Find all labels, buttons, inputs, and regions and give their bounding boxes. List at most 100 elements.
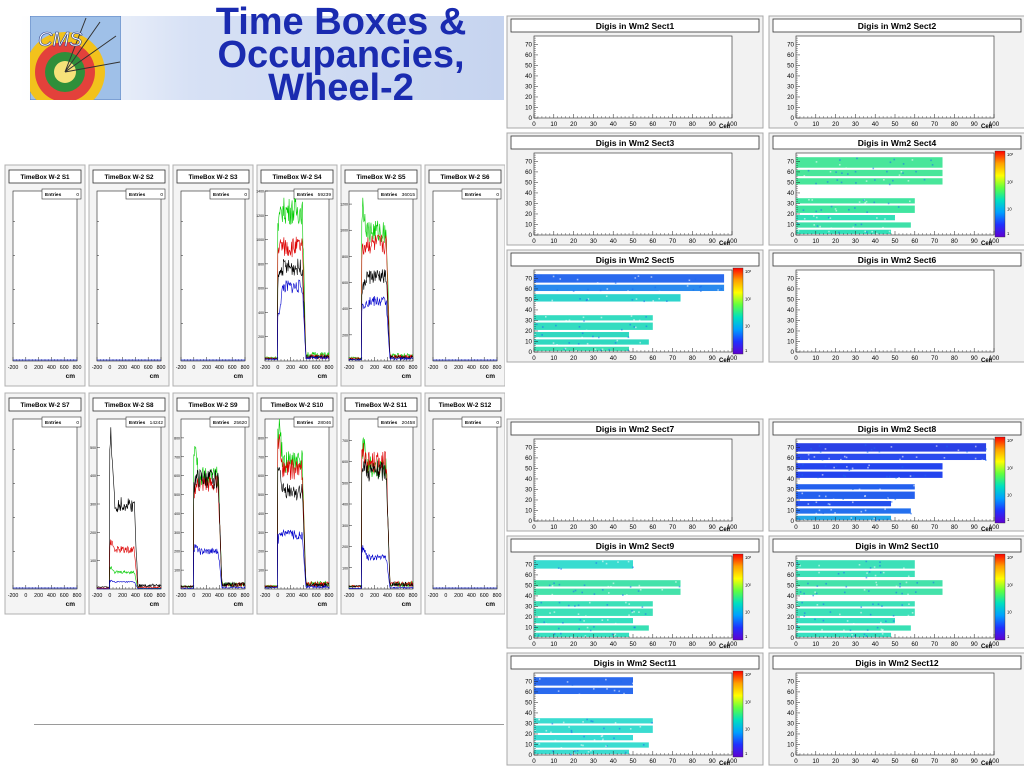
cell-speck <box>895 585 898 588</box>
panel-title: Digis in Wm2 Sect6 <box>858 255 937 265</box>
cell-speck <box>835 209 838 212</box>
palette-label: 10³ <box>1007 438 1014 443</box>
plot-area <box>533 152 733 236</box>
occupancy-band <box>534 274 725 283</box>
cell-speck <box>821 458 824 461</box>
cell-speck <box>628 603 631 605</box>
y-tick-label: 700 <box>258 455 264 459</box>
y-tick-label: 20 <box>525 328 532 335</box>
y-tick-label: 60 <box>787 169 794 176</box>
palette-label: 1 <box>1007 634 1010 639</box>
cell-speck <box>553 611 556 613</box>
occupancy-band <box>534 625 649 631</box>
cell-speck <box>912 475 915 477</box>
cell-speck <box>632 566 634 569</box>
occupancy-band <box>534 588 681 595</box>
cell-speck <box>629 323 632 326</box>
cell-speck <box>603 630 606 633</box>
y-tick-label: 200 <box>174 550 180 554</box>
y-tick-label: 40 <box>787 190 794 197</box>
cell-speck <box>602 738 604 741</box>
cell-speck <box>557 690 560 692</box>
x-tick-label: 90 <box>709 524 716 531</box>
cell-speck <box>633 326 636 328</box>
stats-entries-value: 25620 <box>234 420 248 426</box>
cell-speck <box>875 519 877 522</box>
cell-speck <box>864 444 867 446</box>
cell-speck <box>890 446 893 448</box>
palette-label: 1 <box>1007 517 1010 522</box>
cell-speck <box>551 299 554 302</box>
cell-speck <box>661 588 664 591</box>
panel-title-box <box>260 397 334 412</box>
x-tick-label: 40 <box>610 121 617 128</box>
x-tick-label: 0 <box>794 758 798 765</box>
panel-title: Digis in Wm2 Sect10 <box>855 541 938 551</box>
cell-speck <box>618 690 621 693</box>
cell-speck <box>866 451 869 453</box>
x-tick-label: -200 <box>8 593 19 599</box>
x-tick-label: 50 <box>630 238 637 245</box>
cell-speck <box>807 503 810 505</box>
panel-title-box <box>510 135 760 150</box>
cell-speck <box>617 561 619 563</box>
cell-speck <box>590 720 592 722</box>
cell-speck <box>866 231 868 233</box>
cell-speck <box>801 474 804 476</box>
y-tick-label: 10 <box>525 338 532 345</box>
cell-speck <box>915 456 918 458</box>
cell-speck <box>577 613 580 615</box>
x-tick-label: 80 <box>689 641 696 648</box>
cell-speck <box>678 585 681 588</box>
cell-speck <box>845 585 848 588</box>
cell-speck <box>694 278 697 281</box>
cell-speck <box>586 626 589 629</box>
cell-speck <box>606 288 609 290</box>
cell-speck <box>692 288 695 291</box>
x-tick-label: 0 <box>532 121 536 128</box>
occupancy-band <box>534 677 633 686</box>
cell-speck <box>865 576 868 579</box>
cell-speck <box>796 603 799 605</box>
cell-speck <box>599 344 602 347</box>
y-tick-label: 1400 <box>256 190 264 194</box>
palette-label: 10³ <box>1007 152 1014 157</box>
x-axis-label: Cell <box>719 358 730 364</box>
cell-speck <box>552 750 554 752</box>
x-tick-label: 200 <box>370 593 379 599</box>
x-tick-label: 0 <box>360 593 363 599</box>
occupancy-band <box>796 632 892 637</box>
cell-speck <box>851 467 854 470</box>
occupancy-band <box>796 178 943 185</box>
cell-speck <box>867 590 870 592</box>
cell-speck <box>865 560 868 563</box>
x-tick-label: 30 <box>852 355 859 362</box>
cell-speck <box>628 614 630 616</box>
cell-speck <box>638 274 641 277</box>
cell-speck <box>852 226 855 229</box>
cell-speck <box>985 448 987 450</box>
cell-speck <box>841 172 843 174</box>
panel-title-box <box>92 169 166 184</box>
cell-speck <box>852 622 855 625</box>
x-tick-label: 200 <box>370 365 379 371</box>
cell-speck <box>652 300 655 302</box>
stats-entries-value: 36015 <box>402 192 416 198</box>
cell-speck <box>562 721 565 724</box>
y-tick-label: 30 <box>787 200 794 207</box>
cell-speck <box>630 315 633 317</box>
y-tick-label: 200 <box>90 531 96 535</box>
cell-speck <box>833 466 835 469</box>
x-tick-label: 70 <box>931 355 938 362</box>
cell-speck <box>613 737 615 740</box>
cell-speck <box>644 613 647 615</box>
stats-entries-label: Entries <box>129 420 146 426</box>
cell-speck <box>555 274 557 276</box>
x-tick-label: 400 <box>467 593 476 599</box>
panel-title-box <box>772 135 1022 150</box>
x-tick-label: 70 <box>669 355 676 362</box>
panel-title-box <box>510 18 760 33</box>
y-tick-label: 50 <box>787 179 794 186</box>
occupancy-band <box>796 463 943 470</box>
